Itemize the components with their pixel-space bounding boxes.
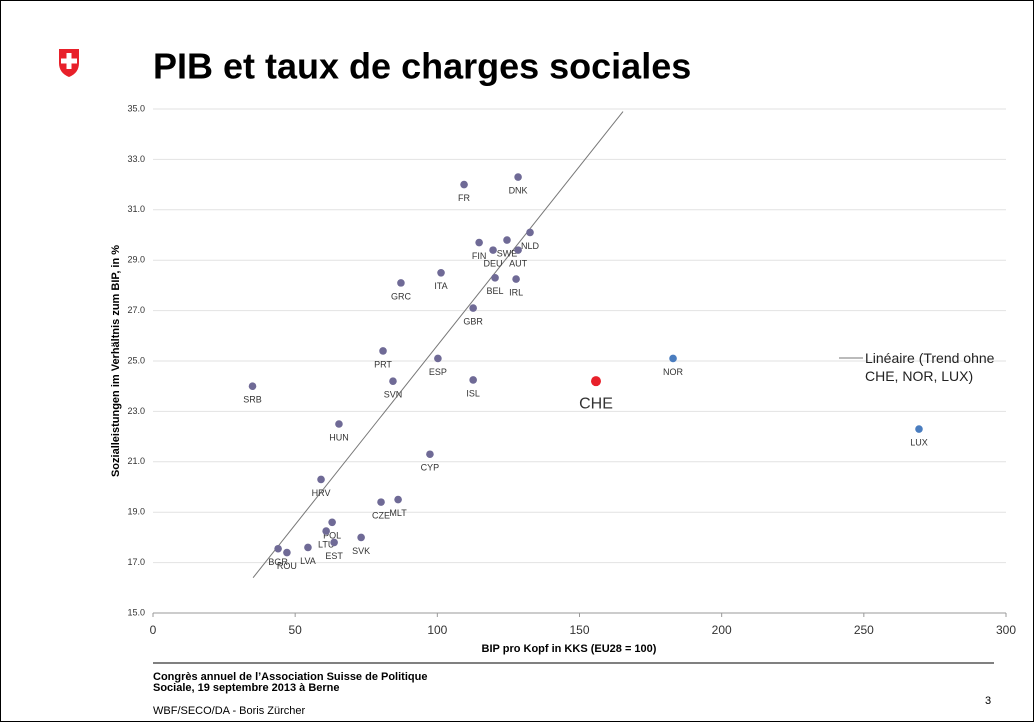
- data-point: [590, 376, 601, 387]
- data-point: [379, 347, 387, 355]
- data-point: [460, 180, 468, 189]
- x-tick-label: 50: [288, 623, 302, 637]
- point-label: BEL: [487, 286, 504, 296]
- data-point: [335, 420, 343, 428]
- x-tick-label: 250: [854, 623, 874, 637]
- point-label: IRL: [509, 287, 523, 297]
- data-point: [491, 274, 499, 282]
- point-label: CHE: [579, 395, 613, 412]
- point-label: ESP: [429, 367, 447, 377]
- y-tick-label: 27.0: [127, 305, 145, 315]
- data-point: [514, 173, 522, 181]
- point-label: CYP: [421, 463, 440, 473]
- data-point: [304, 543, 312, 552]
- point-label: SVK: [352, 546, 370, 556]
- y-tick-label: 29.0: [127, 255, 145, 265]
- point-label: MLT: [389, 508, 407, 518]
- data-point: [512, 275, 520, 283]
- point-label: GBR: [463, 316, 483, 326]
- y-tick-label: 23.0: [127, 406, 145, 416]
- point-label: ISL: [466, 388, 480, 398]
- y-tick-label: 31.0: [127, 204, 145, 214]
- data-point: [469, 376, 477, 384]
- y-tick-label: 33.0: [127, 154, 145, 164]
- point-label: BGR: [268, 557, 288, 567]
- point-label: GRC: [391, 291, 412, 301]
- data-point: [514, 246, 522, 254]
- trend-line: [252, 111, 624, 579]
- y-tick-label: 35.0: [127, 103, 145, 113]
- y-tick-label: 17.0: [127, 557, 145, 567]
- data-point: [283, 548, 291, 557]
- y-tick-label: 15.0: [127, 607, 145, 617]
- y-tick-label: 19.0: [127, 507, 145, 517]
- point-label: AUT: [509, 258, 528, 268]
- footer-line: Sociale, 19 septembre 2013 à Berne: [153, 682, 340, 694]
- x-axis-label: BIP pro Kopf in KKS (EU28 = 100): [482, 643, 657, 655]
- point-label: SRB: [243, 395, 262, 405]
- data-point: [469, 304, 477, 312]
- data-point: [394, 495, 402, 504]
- data-point: [317, 475, 325, 484]
- point-label: DEU: [484, 258, 503, 268]
- y-tick-label: 25.0: [127, 355, 145, 365]
- data-point: [322, 527, 330, 535]
- data-point: [274, 544, 282, 553]
- point-label: PRT: [374, 359, 392, 369]
- point-label: HRV: [312, 488, 331, 498]
- data-point: [328, 518, 336, 527]
- legend: Linéaire (Trend ohne CHE, NOR, LUX): [839, 349, 1025, 385]
- data-point: [357, 533, 365, 542]
- point-label: NLD: [521, 241, 540, 251]
- page-number: 3: [985, 695, 992, 707]
- point-label: ROU: [277, 561, 297, 571]
- point-label: FR: [458, 193, 470, 203]
- swiss-flag: [59, 49, 79, 77]
- data-point: [248, 382, 257, 391]
- data-point: [526, 228, 534, 237]
- x-tick-label: 200: [712, 623, 732, 637]
- legend-label: Linéaire (Trend ohne CHE, NOR, LUX): [865, 350, 995, 384]
- y-axis-label: Sozialleistungen im Verhältnis zum BIP, …: [110, 245, 122, 477]
- footer-event: Congrès annuel de l’Association Suisse d…: [153, 672, 427, 694]
- data-point: [377, 498, 385, 506]
- point-label: NOR: [663, 367, 684, 377]
- data-point: [475, 238, 483, 247]
- point-label: LTU: [318, 539, 334, 549]
- data-point: [503, 236, 511, 244]
- y-tick-label: 21.0: [127, 456, 145, 466]
- point-label: SWE: [497, 248, 518, 258]
- footer-line: Congrès annuel de l’Association Suisse d…: [153, 671, 428, 683]
- point-label: EST: [325, 551, 343, 561]
- point-label: ITA: [434, 281, 447, 291]
- data-point: [669, 354, 677, 363]
- slide-title: PIB et taux de charges sociales: [153, 46, 691, 87]
- legend-swatch: [839, 357, 863, 359]
- data-point: [437, 269, 445, 277]
- data-point: [389, 377, 397, 385]
- x-tick-label: 150: [569, 623, 589, 637]
- x-tick-label: 0: [150, 623, 157, 637]
- x-tick-label: 100: [427, 623, 447, 637]
- data-point: [915, 425, 923, 433]
- point-label: POL: [323, 531, 341, 541]
- point-label: LUX: [910, 437, 928, 447]
- point-label: SVN: [384, 390, 403, 400]
- x-tick-label: 300: [996, 623, 1016, 637]
- data-point: [397, 279, 405, 287]
- data-point: [489, 246, 497, 254]
- point-label: LVA: [300, 556, 316, 566]
- data-point: [426, 450, 434, 459]
- point-label: FIN: [472, 251, 487, 261]
- data-point: [330, 538, 338, 547]
- point-label: HUN: [329, 432, 349, 442]
- footer-author: WBF/SECO/DA - Boris Zürcher: [153, 705, 306, 717]
- point-label: CZE: [372, 510, 390, 520]
- point-label: DNK: [509, 185, 528, 195]
- data-point: [434, 354, 442, 363]
